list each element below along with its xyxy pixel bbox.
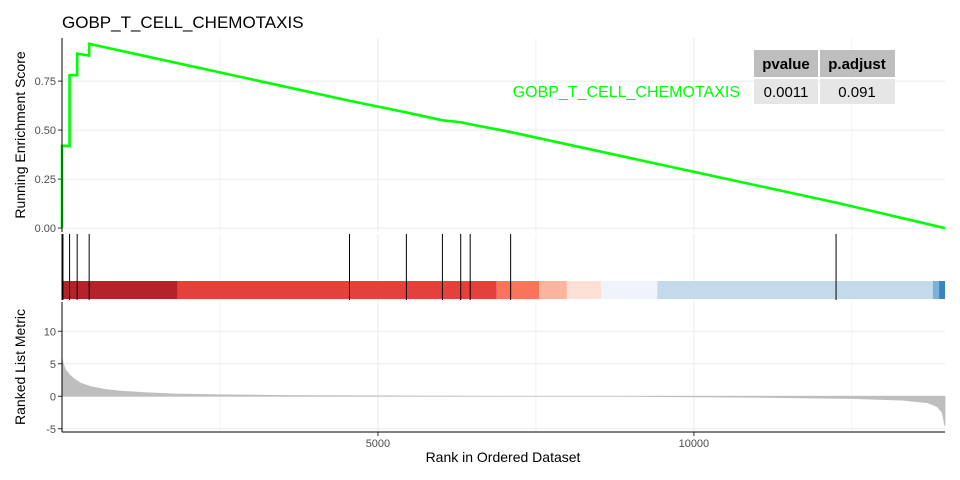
legend: GOBP_T_CELL_CHEMOTAXIS <box>513 84 740 101</box>
y-tick-label: -5 <box>46 424 56 436</box>
padjust-header: p.adjust <box>828 56 886 73</box>
color-band-segment <box>601 281 658 299</box>
hit-panel <box>61 234 945 300</box>
y-tick-label: 0.75 <box>35 76 56 88</box>
color-band-segment <box>657 281 933 299</box>
color-band-segment <box>566 281 602 299</box>
color-band-segment <box>539 281 567 299</box>
color-band-segment <box>932 281 940 299</box>
x-tick-label: 5000 <box>366 438 390 450</box>
color-band-segment <box>496 281 540 299</box>
chart-title: GOBP_T_CELL_CHEMOTAXIS <box>62 13 304 32</box>
top-y-axis-title: Running Enrichment Score <box>12 51 28 219</box>
stats-table: pvalue p.adjust 0.0011 0.091 <box>754 50 895 104</box>
bottom-y-ticks: -5 0 5 10 <box>44 326 62 436</box>
running-enrichment-line <box>60 42 946 230</box>
color-band-segment <box>939 281 945 299</box>
gene-hit-lines <box>62 234 837 300</box>
pvalue-header: pvalue <box>762 56 810 73</box>
ranked-metric-area <box>61 357 946 427</box>
x-axis-title: Rank in Ordered Dataset <box>426 449 581 465</box>
legend-label: GOBP_T_CELL_CHEMOTAXIS <box>513 84 740 101</box>
bottom-gridlines <box>62 302 945 432</box>
table-header-cell <box>820 50 895 77</box>
y-tick-label: 0 <box>50 391 56 403</box>
running-score-panel: 0.00 0.25 0.50 0.75 Running Enrichment Scor… <box>12 38 946 235</box>
table-cell <box>820 79 895 104</box>
ranked-metric-panel: -5 0 5 10 5000 10000 Ranked List Metric Rank… <box>12 302 946 465</box>
x-tick-label: 10000 <box>679 438 710 450</box>
table-cell <box>754 79 818 104</box>
table-header-cell <box>754 50 818 77</box>
x-ticks: 5000 10000 <box>366 432 709 450</box>
pvalue-value: 0.0011 <box>764 84 809 101</box>
color-band-segment <box>177 281 497 299</box>
y-tick-label: 0.25 <box>35 174 56 186</box>
y-tick-label: 0.00 <box>35 223 56 235</box>
y-tick-label: 0.50 <box>35 125 56 137</box>
y-tick-label: 10 <box>44 326 56 338</box>
y-tick-label: 5 <box>50 359 56 371</box>
color-band-segment <box>62 281 178 299</box>
rank-color-band <box>62 281 945 299</box>
bottom-y-axis-title: Ranked List Metric <box>12 309 28 425</box>
padjust-value: 0.091 <box>838 84 876 101</box>
top-y-ticks: 0.00 0.25 0.50 0.75 <box>35 76 62 235</box>
